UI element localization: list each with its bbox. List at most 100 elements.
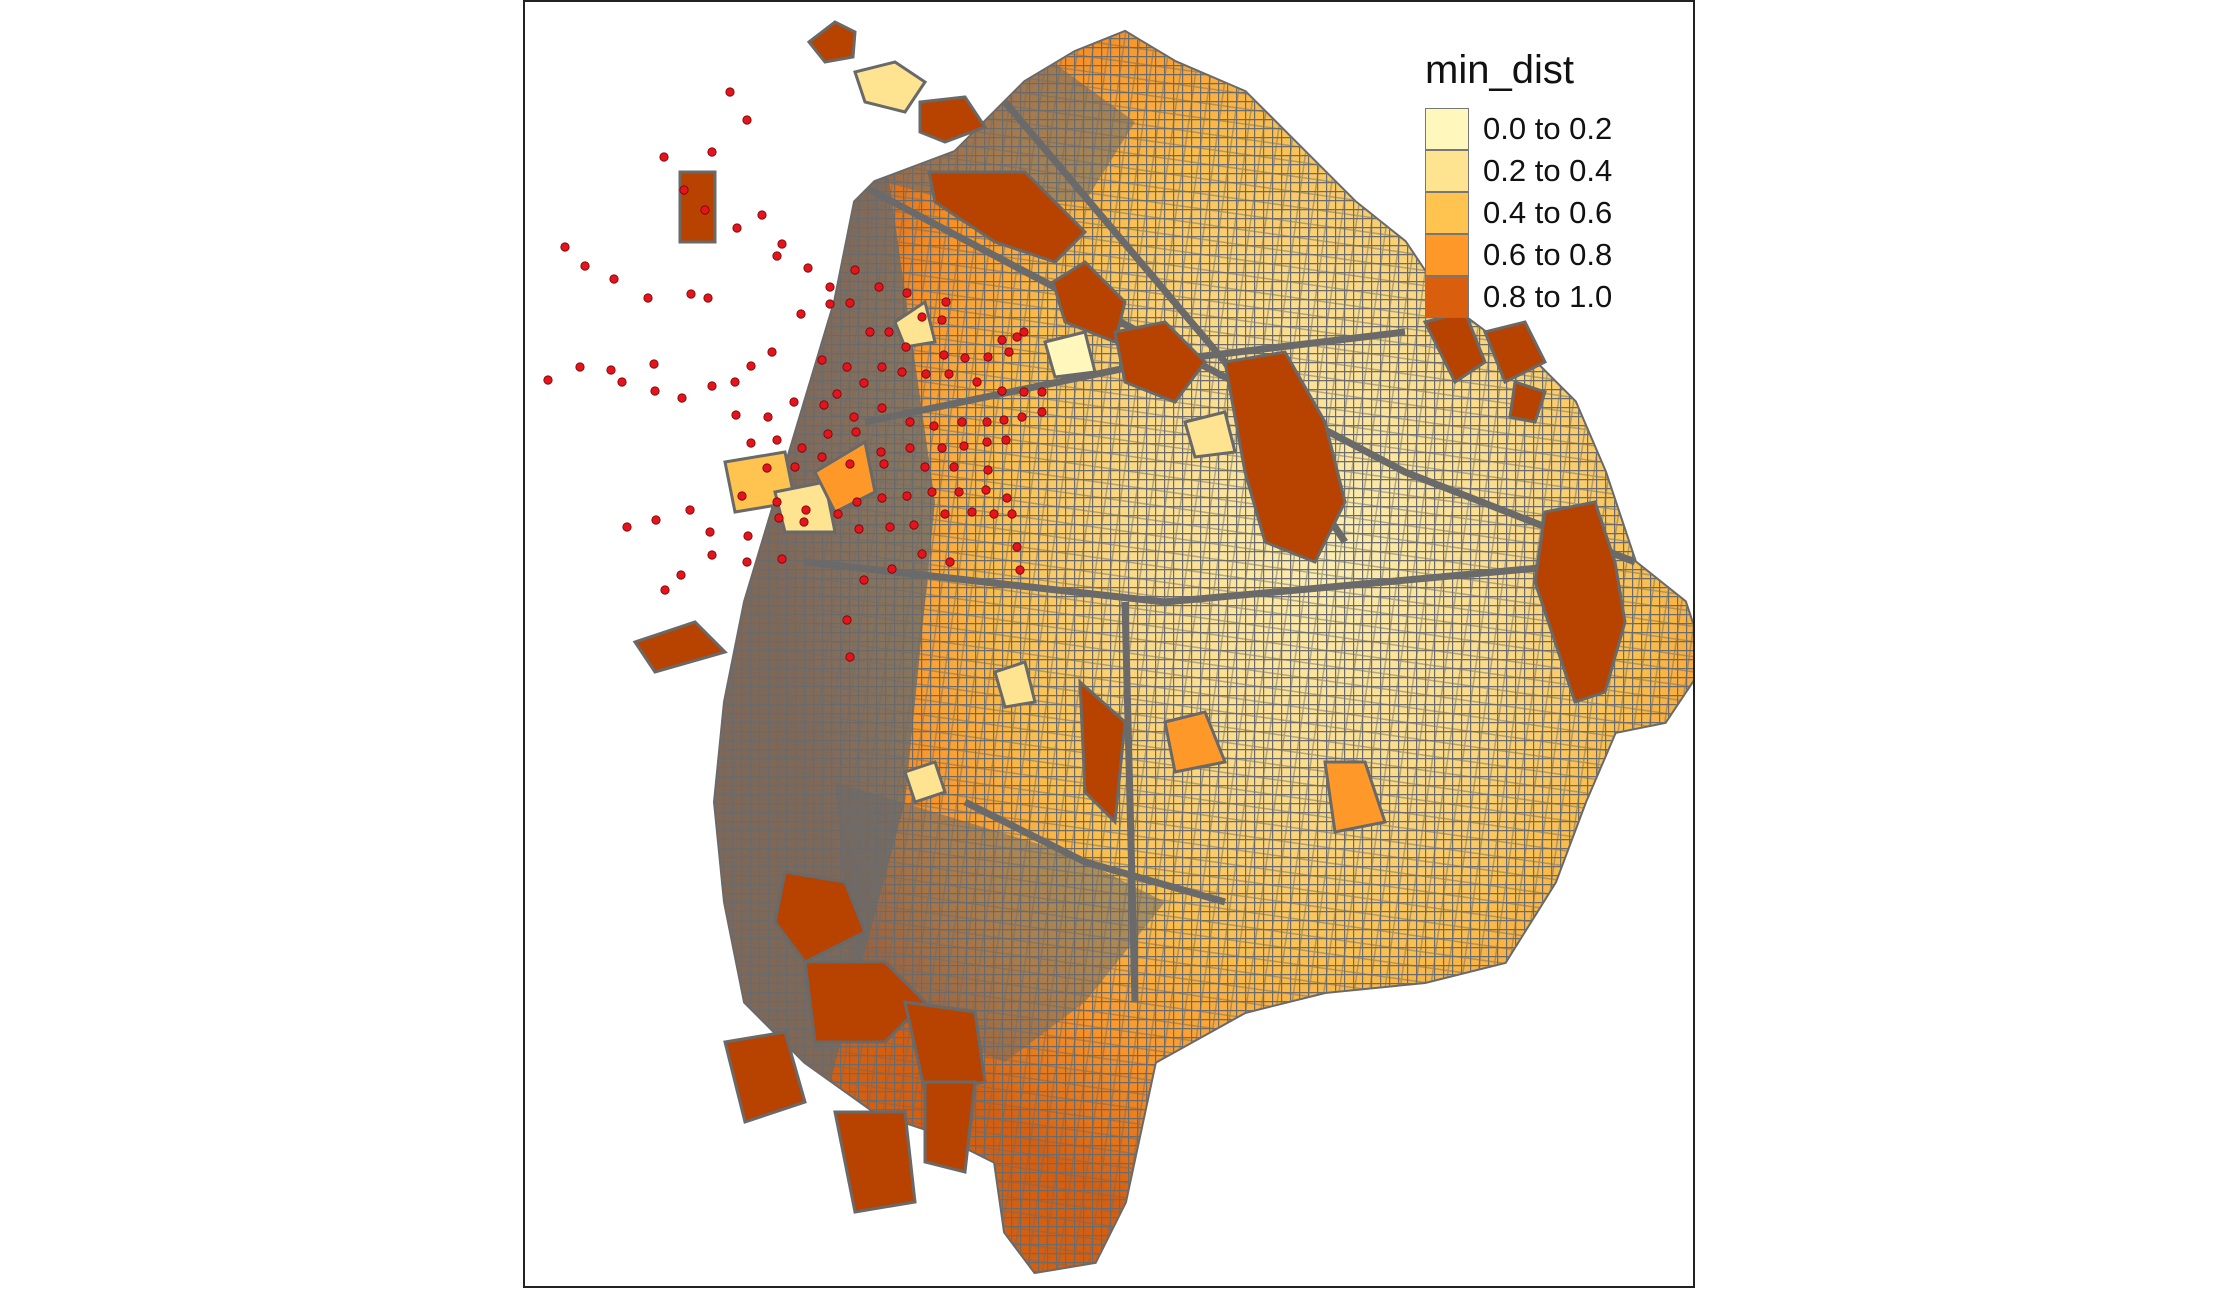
- station-point: [850, 265, 860, 275]
- station-point: [982, 417, 992, 427]
- station-point: [707, 550, 717, 560]
- station-point: [705, 527, 715, 537]
- station-point: [989, 509, 999, 519]
- station-point: [852, 497, 862, 507]
- station-point: [801, 505, 811, 515]
- station-point: [703, 293, 713, 303]
- legend-item: 0.4 to 0.6: [1425, 192, 1612, 234]
- station-point: [796, 309, 806, 319]
- station-point: [686, 289, 696, 299]
- station-point: [789, 397, 799, 407]
- station-point: [1004, 347, 1014, 357]
- station-point: [960, 353, 970, 363]
- station-point: [887, 564, 897, 574]
- station-point: [772, 435, 782, 445]
- station-point: [927, 487, 937, 497]
- legend-swatch: [1425, 192, 1469, 234]
- station-point: [937, 443, 947, 453]
- station-point: [879, 459, 889, 469]
- station-point: [772, 251, 782, 261]
- far-blocks: [632, 20, 1347, 1214]
- station-point: [580, 261, 590, 271]
- station-point: [767, 347, 777, 357]
- station-point: [700, 205, 710, 215]
- station-point: [917, 312, 927, 322]
- station-point: [941, 297, 951, 307]
- station-point: [649, 359, 659, 369]
- station-point: [819, 400, 829, 410]
- station-point: [817, 355, 827, 365]
- station-point: [742, 557, 752, 567]
- legend-swatch: [1425, 108, 1469, 150]
- station-point: [746, 438, 756, 448]
- coastal-reserve: [1422, 310, 1627, 704]
- legend-title: min_dist: [1425, 48, 1574, 92]
- station-point: [997, 335, 1007, 345]
- station-point: [732, 223, 742, 233]
- station-point: [757, 210, 767, 220]
- station-point: [865, 327, 875, 337]
- station-point: [885, 522, 895, 532]
- station-point: [743, 531, 753, 541]
- station-point: [877, 403, 887, 413]
- station-point: [797, 443, 807, 453]
- station-point: [1017, 412, 1027, 422]
- station-point: [957, 417, 967, 427]
- station-point: [1019, 387, 1029, 397]
- station-point: [876, 447, 886, 457]
- station-point: [731, 410, 741, 420]
- legend-item: 0.2 to 0.4: [1425, 150, 1612, 192]
- station-point: [917, 549, 927, 559]
- station-point: [944, 369, 954, 379]
- station-point: [921, 369, 931, 379]
- points-layer: [543, 87, 1047, 662]
- station-point: [939, 350, 949, 360]
- station-point: [825, 299, 835, 309]
- station-point: [874, 282, 884, 292]
- legend-label: 0.6 to 0.8: [1483, 237, 1613, 272]
- station-point: [902, 491, 912, 501]
- station-point: [650, 386, 660, 396]
- station-point: [851, 427, 861, 437]
- station-point: [959, 441, 969, 451]
- station-point: [1019, 327, 1029, 337]
- station-point: [679, 185, 689, 195]
- station-point: [859, 378, 869, 388]
- station-point: [725, 87, 735, 97]
- station-point: [845, 652, 855, 662]
- map-frame: min_dist 0.0 to 0.2 0.2 to 0.4 0.4 to 0.…: [523, 0, 1695, 1288]
- station-point: [1037, 387, 1047, 397]
- station-point: [707, 147, 717, 157]
- legend-swatch: [1425, 234, 1469, 276]
- station-point: [982, 437, 992, 447]
- legend-item: 0.8 to 1.0: [1425, 276, 1612, 318]
- station-point: [884, 327, 894, 337]
- map-canvas: [543, 20, 1693, 1275]
- station-point: [842, 362, 852, 372]
- station-point: [790, 462, 800, 472]
- station-point: [877, 493, 887, 503]
- legend-label: 0.4 to 0.6: [1483, 195, 1613, 230]
- station-point: [901, 342, 911, 352]
- legend-swatch: [1425, 150, 1469, 192]
- station-point: [622, 522, 632, 532]
- station-point: [981, 485, 991, 495]
- station-point: [609, 274, 619, 284]
- station-point: [685, 505, 695, 515]
- legend-rows: 0.0 to 0.2 0.2 to 0.4 0.4 to 0.6 0.6 to …: [1425, 108, 1612, 318]
- station-point: [972, 377, 982, 387]
- station-point: [606, 365, 616, 375]
- station-point: [945, 557, 955, 567]
- station-point: [707, 381, 717, 391]
- station-point: [659, 152, 669, 162]
- legend-item: 0.6 to 0.8: [1425, 234, 1612, 276]
- station-point: [983, 352, 993, 362]
- station-point: [737, 491, 747, 501]
- station-point: [746, 361, 756, 371]
- station-point: [983, 465, 993, 475]
- station-point: [940, 509, 950, 519]
- station-point: [543, 375, 553, 385]
- station-point: [905, 443, 915, 453]
- station-point: [560, 242, 570, 252]
- station-point: [897, 367, 907, 377]
